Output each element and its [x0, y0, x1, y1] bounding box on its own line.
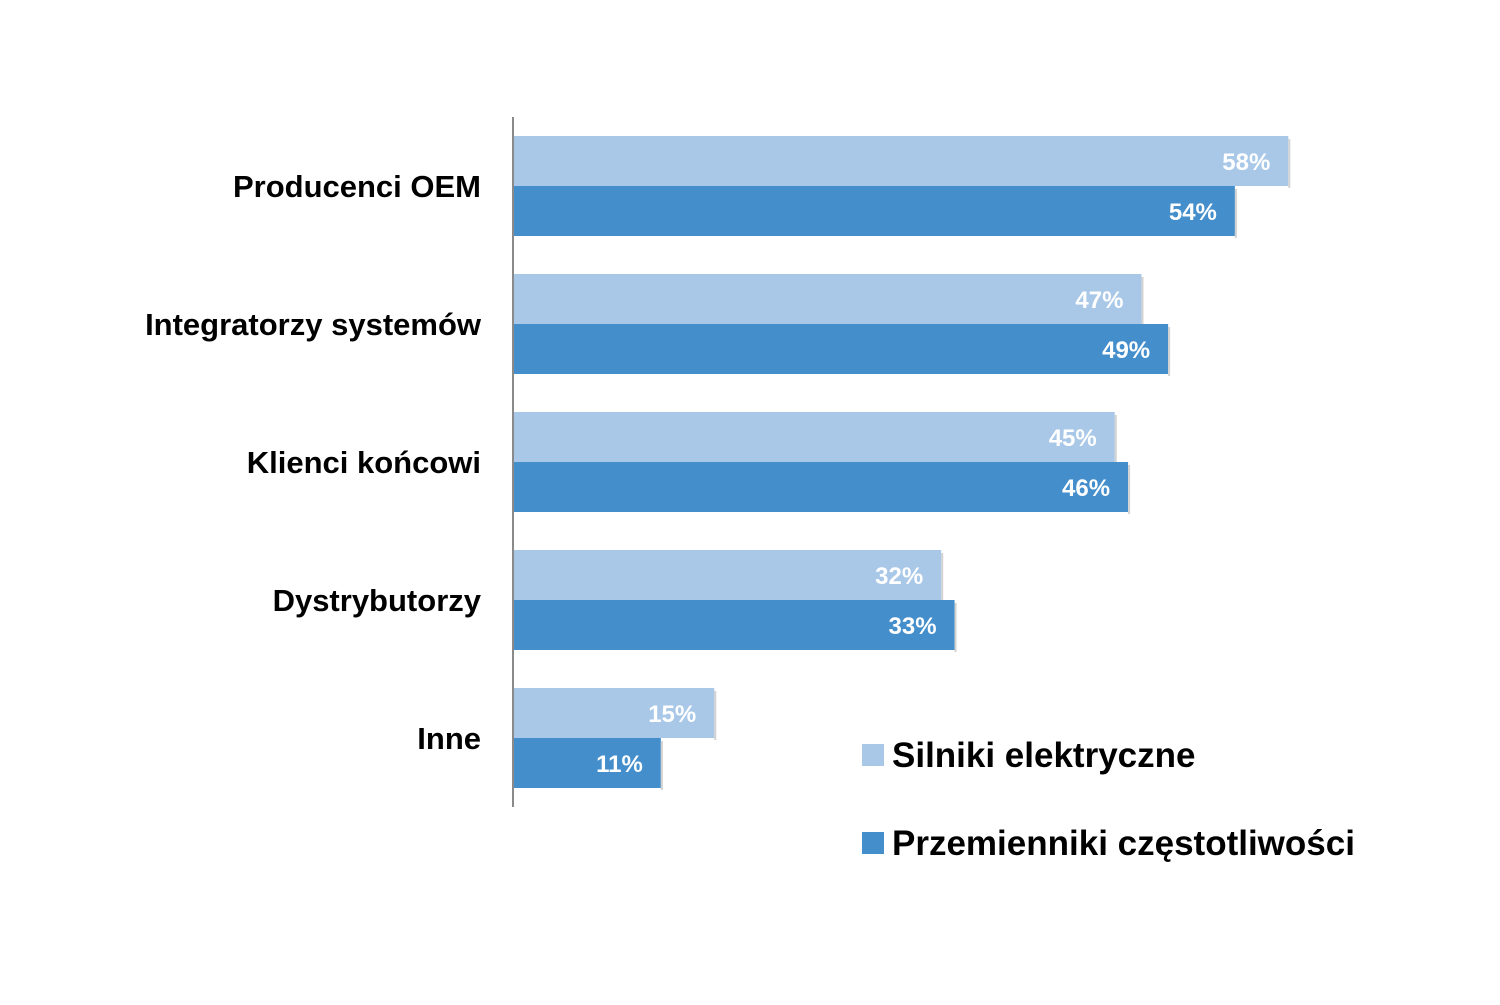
legend-label-przemienniki: Przemienniki częstotliwości — [892, 824, 1355, 863]
data-label-przemienniki-czestotliwosci-producenci-oem: 54% — [1169, 199, 1217, 226]
data-label-silniki-elektryczne-inne: 15% — [648, 701, 696, 728]
category-label-klienci-koncowi: Klienci końcowi — [247, 445, 481, 480]
bar-shadow — [954, 603, 957, 652]
bar-przemienniki-czestotliwosci-klienci-koncowi — [514, 462, 1129, 512]
bars-layer — [514, 136, 1291, 790]
category-label-dystrybutorzy: Dystrybutorzy — [273, 583, 482, 618]
bar-silniki-elektryczne-klienci-koncowi — [514, 412, 1115, 462]
legend-label-silniki: Silniki elektryczne — [892, 736, 1195, 775]
data-label-silniki-elektryczne-dystrybutorzy: 32% — [875, 563, 923, 590]
legend: Silniki elektryczne Przemienniki częstot… — [862, 736, 1355, 863]
bar-przemienniki-czestotliwosci-producenci-oem — [514, 186, 1235, 236]
data-label-silniki-elektryczne-klienci-koncowi: 45% — [1049, 425, 1097, 452]
category-label-inne: Inne — [417, 721, 481, 756]
bar-silniki-elektryczne-integratorzy-systemow — [514, 274, 1142, 324]
data-label-silniki-elektryczne-producenci-oem: 58% — [1222, 149, 1270, 176]
category-label-integratorzy-systemow: Integratorzy systemów — [145, 307, 482, 342]
category-labels-layer: Producenci OEM Integratorzy systemów Klien… — [145, 169, 482, 756]
bar-shadow — [941, 553, 944, 602]
legend-swatch-przemienniki — [862, 832, 884, 854]
bar-shadow — [1168, 327, 1171, 376]
data-label-przemienniki-czestotliwosci-integratorzy-systemow: 49% — [1102, 337, 1150, 364]
legend-swatch-silniki — [862, 744, 884, 766]
bar-shadow — [714, 691, 717, 740]
data-labels-layer: 58%54% 47% 49% 45% 46% 32% 33% 15%11% — [596, 149, 1270, 778]
category-label-producenci-oem: Producenci OEM — [233, 169, 481, 204]
bar-silniki-elektryczne-dystrybutorzy — [514, 550, 942, 600]
bar-shadow — [660, 741, 663, 790]
bar-przemienniki-czestotliwosci-dystrybutorzy — [514, 600, 955, 650]
data-label-silniki-elektryczne-integratorzy-systemow: 47% — [1075, 287, 1123, 314]
bar-przemienniki-czestotliwosci-integratorzy-systemow — [514, 324, 1169, 374]
bar-silniki-elektryczne-producenci-oem — [514, 136, 1289, 186]
data-label-przemienniki-czestotliwosci-inne: 11% — [596, 751, 643, 778]
bar-przemienniki-czestotliwosci-inne — [514, 738, 661, 788]
bar-shadow — [1128, 465, 1131, 514]
data-label-przemienniki-czestotliwosci-klienci-koncowi: 46% — [1062, 475, 1110, 502]
data-label-przemienniki-czestotliwosci-dystrybutorzy: 33% — [889, 613, 937, 640]
bar-shadow — [1288, 139, 1291, 188]
bar-shadow — [1141, 277, 1144, 326]
bar-shadow — [1114, 415, 1117, 464]
bar-silniki-elektryczne-inne — [514, 688, 715, 738]
bar-shadow — [1234, 189, 1237, 238]
